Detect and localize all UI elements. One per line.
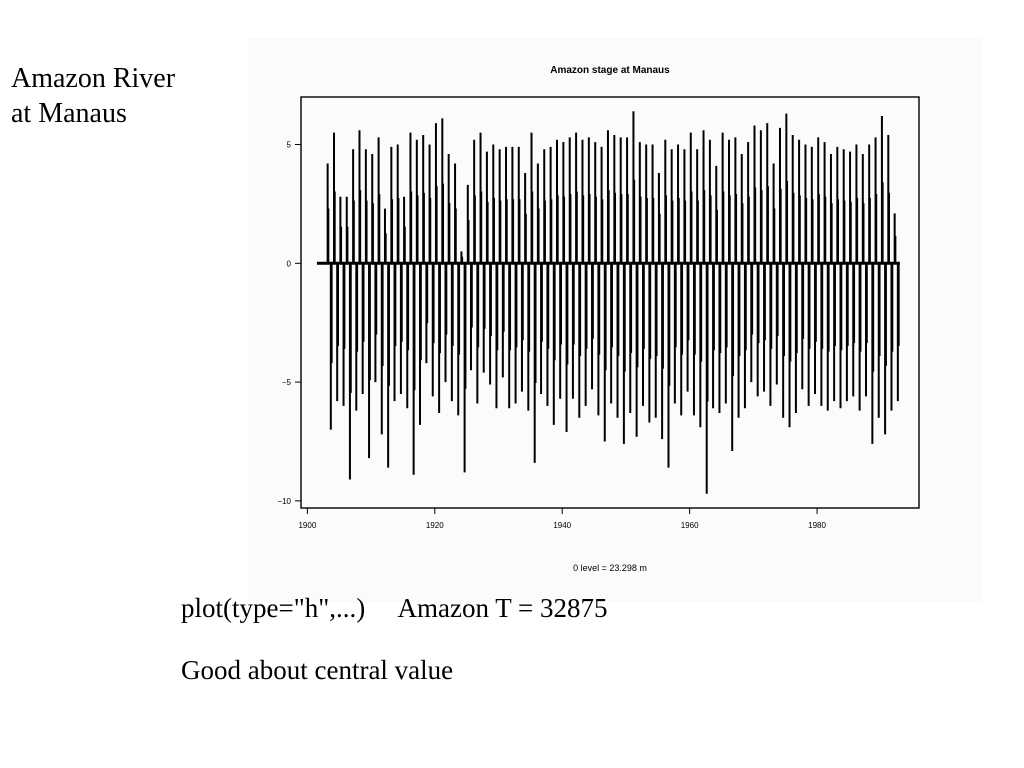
caption-note: Good about central value [181,655,454,685]
x-tick-label: 1980 [808,521,826,530]
caption-line: plot(type="h",...) Amazon T = 32875 [181,592,607,624]
amazon-stage-chart: Amazon stage at Manaus 50−5−10 1900 1920 1… [277,65,920,573]
slide-title: Amazon River at Manaus [11,61,241,131]
slide-title-line-1: Amazon River [11,63,176,94]
y-tick-label: −5 [282,378,292,387]
caption-command: plot(type="h",...) [181,593,366,623]
x-tick-label: 1940 [553,521,571,530]
slide-title-line-2: at Manaus [11,98,127,129]
caption-statistic: Amazon T = 32875 [397,593,608,623]
x-tick-label: 1920 [426,521,444,530]
y-tick-label: 5 [287,141,292,150]
y-axis: 5 0 −5 −10 [277,141,301,506]
plot-panel: Amazon stage at Manaus 5 0 −5 −10 1900 1920 1… [248,38,982,602]
chart-title: Amazon stage at Manaus [550,65,670,76]
y-tick-label: 0 [287,259,292,268]
x-axis: 1900 1920 1940 1960 1980 [298,508,827,530]
y-tick-label: −10 [277,497,291,506]
x-tick-label: 1900 [298,521,316,530]
x-axis-label: 0 level = 23.298 m [573,563,647,573]
plot-frame [300,96,920,509]
series-spikes [326,111,900,494]
x-tick-label: 1960 [681,521,699,530]
